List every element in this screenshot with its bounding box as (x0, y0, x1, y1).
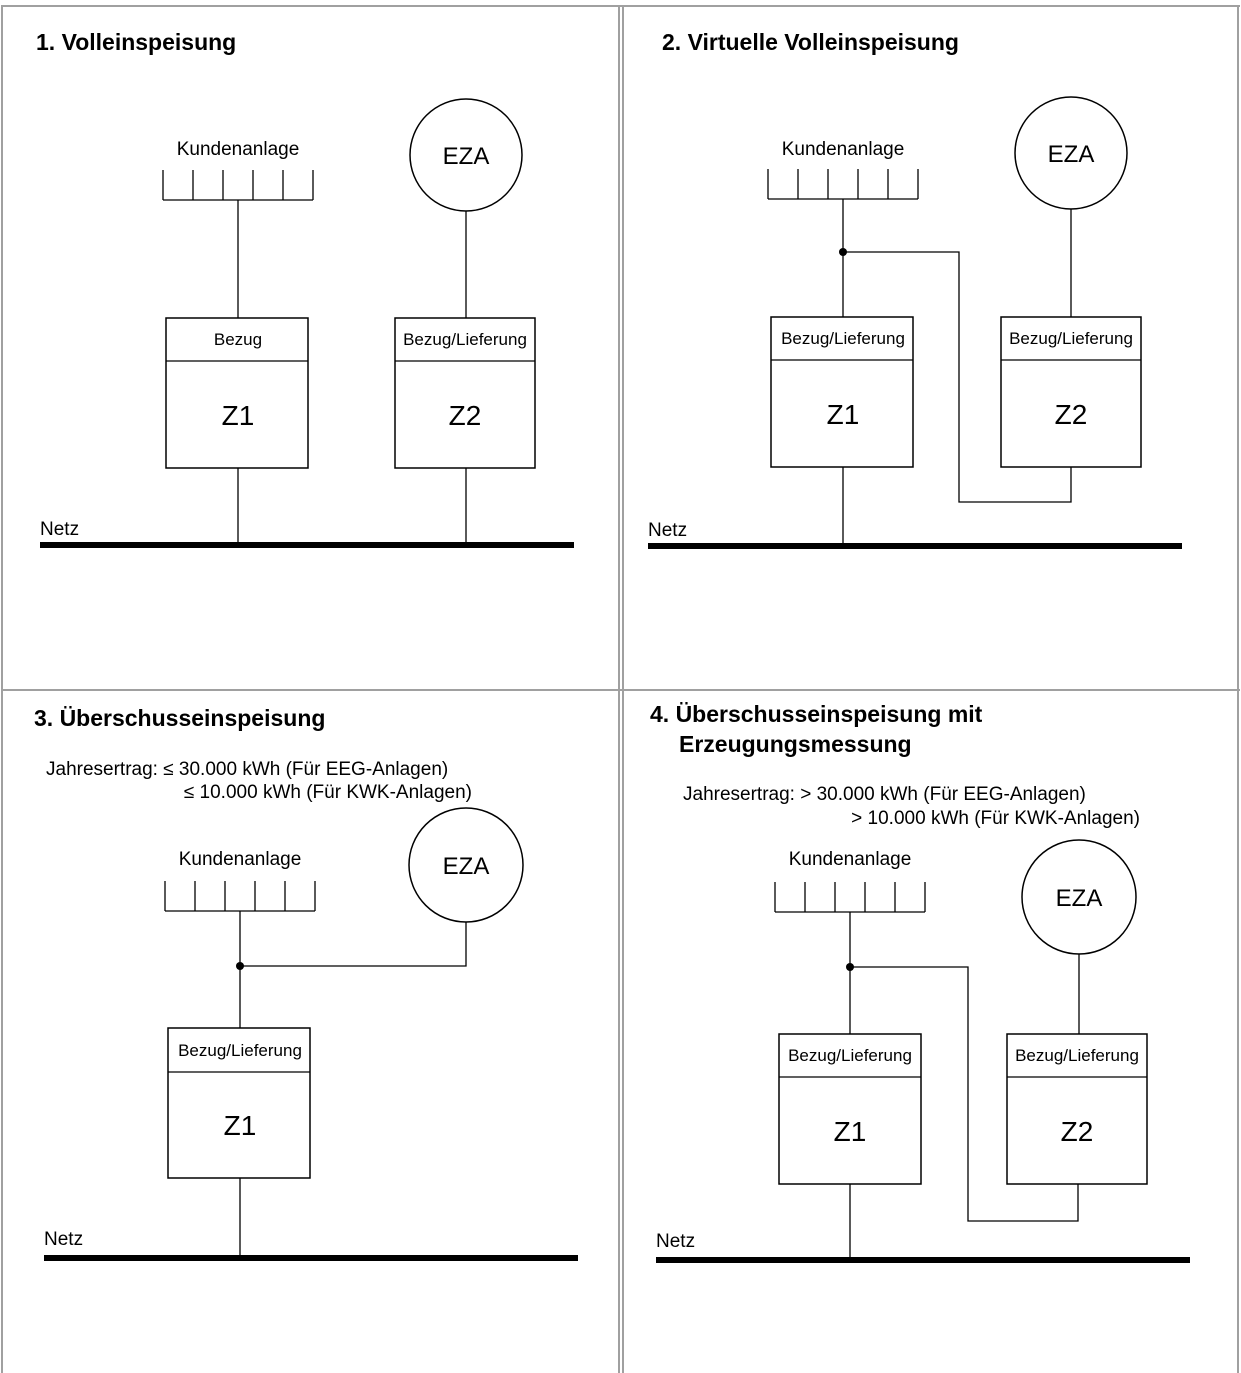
wires (239, 911, 467, 1258)
grid-label: Netz (656, 1231, 695, 1252)
meter-z1: Bezug Z1 (165, 317, 309, 469)
meter-z2: Bezug/Lieferung Z2 (1006, 1033, 1148, 1185)
customer-installation-symbol (162, 170, 314, 201)
annual-yield-line-1: Jahresertrag: ≤ 30.000 kWh (Für EEG-Anla… (46, 759, 448, 780)
customer-installation-symbol (164, 881, 316, 912)
meter-z1-header: Bezug (214, 330, 262, 349)
customer-installation-symbol (767, 169, 919, 200)
meter-z1: Bezug/Lieferung Z1 (167, 1027, 311, 1179)
customer-installation-label: Kundenanlage (179, 849, 302, 870)
customer-installation-label: Kundenanlage (177, 139, 300, 160)
wires (842, 199, 1072, 545)
meter-z1-header: Bezug/Lieferung (781, 329, 905, 348)
customer-installation-label: Kundenanlage (789, 849, 912, 870)
panel-virtuelle-volleinspeisung: 2. Virtuelle Volleinspeisung Kundenanlag… (648, 29, 1182, 549)
grid-label: Netz (44, 1229, 83, 1250)
generator-label: EZA (443, 853, 490, 880)
meter-z2: Bezug/Lieferung Z2 (394, 317, 536, 469)
meter-z2-header: Bezug/Lieferung (1009, 329, 1133, 348)
panel-title-line-1: 4. Überschusseinspeisung mit (650, 701, 983, 727)
panel-title: 2. Virtuelle Volleinspeisung (662, 29, 959, 55)
meter-z1-header: Bezug/Lieferung (788, 1046, 912, 1065)
meter-z2: Bezug/Lieferung Z2 (1000, 316, 1142, 468)
meter-z1-header: Bezug/Lieferung (178, 1041, 302, 1060)
junction-dot (236, 962, 244, 970)
panel-title: 3. Überschusseinspeisung (34, 705, 325, 731)
panel-ueberschusseinspeisung: 3. Überschusseinspeisung Jahresertrag: ≤… (34, 705, 578, 1261)
annual-yield-line-1: Jahresertrag: > 30.000 kWh (Für EEG-Anla… (683, 784, 1086, 805)
meter-z2-header: Bezug/Lieferung (1015, 1046, 1139, 1065)
customer-installation-label: Kundenanlage (782, 139, 905, 160)
junction-dot (839, 248, 847, 256)
grid-label: Netz (648, 520, 687, 541)
generator-label: EZA (443, 143, 490, 170)
annual-yield-line-2: ≤ 10.000 kWh (Für KWK-Anlagen) (184, 782, 472, 803)
wires (849, 912, 1080, 1260)
meter-z2-name: Z2 (1061, 1116, 1094, 1147)
panel-title: 1. Volleinspeisung (36, 29, 236, 55)
annual-yield-line-2: > 10.000 kWh (Für KWK-Anlagen) (851, 808, 1140, 829)
meter-z2-header: Bezug/Lieferung (403, 330, 527, 349)
customer-installation-symbol (774, 882, 926, 913)
meter-z1: Bezug/Lieferung Z1 (770, 316, 914, 468)
junction-dot (846, 963, 854, 971)
panel-grid (1, 5, 1240, 1373)
meter-z2-name: Z2 (1055, 399, 1088, 430)
meter-z2-name: Z2 (449, 400, 482, 431)
meter-z1-name: Z1 (834, 1116, 867, 1147)
meter-z1: Bezug/Lieferung Z1 (778, 1033, 922, 1185)
panel-volleinspeisung: 1. Volleinspeisung Kundenanlage EZA Bezu… (36, 29, 574, 548)
grid-label: Netz (40, 519, 79, 540)
meter-z1-name: Z1 (827, 399, 860, 430)
generator-label: EZA (1048, 141, 1095, 168)
meter-z1-name: Z1 (222, 400, 255, 431)
wires (237, 200, 467, 545)
panel-title-line-2: Erzeugungsmessung (679, 731, 912, 757)
panel-ueberschusseinspeisung-erzeugungsmessung: 4. Überschusseinspeisung mit Erzeugungsm… (650, 701, 1190, 1263)
meter-z1-name: Z1 (224, 1110, 257, 1141)
generator-label: EZA (1056, 885, 1103, 912)
